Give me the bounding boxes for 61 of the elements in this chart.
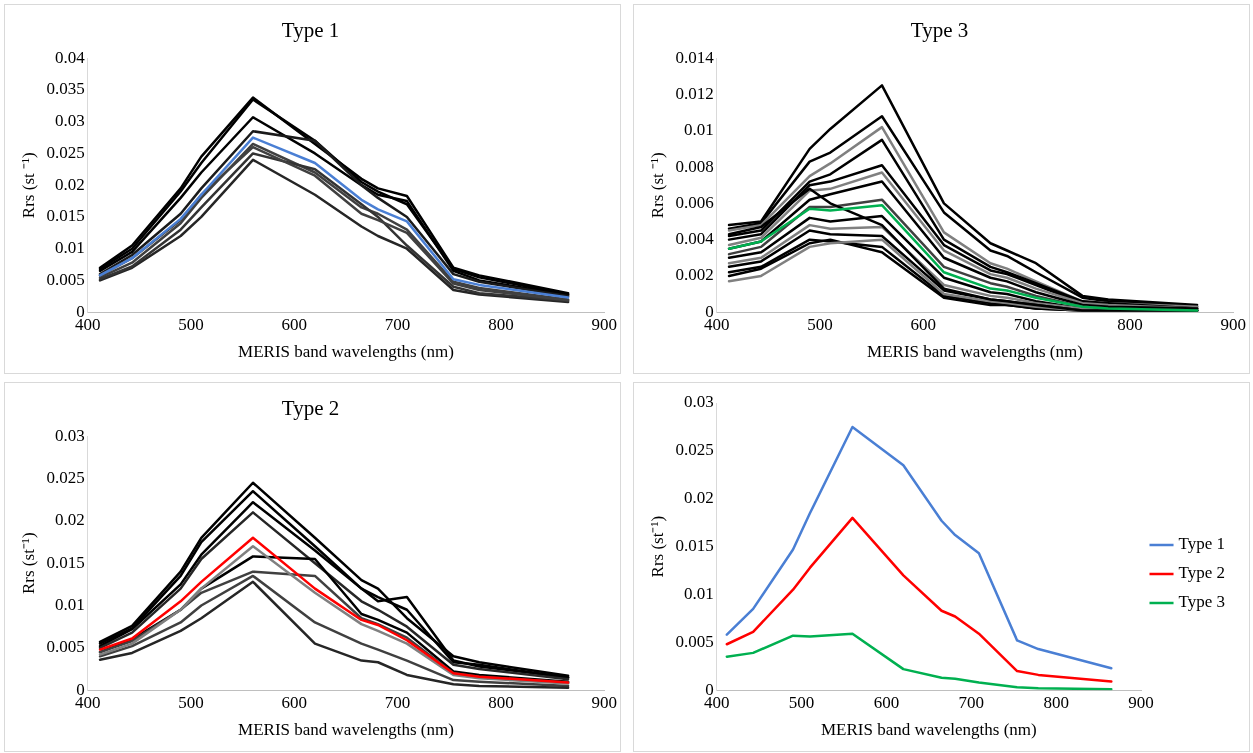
y-tick-label: 0.015 <box>46 206 85 226</box>
x-tick-label: 700 <box>1013 314 1040 334</box>
y-tick-label: 0.01 <box>683 120 714 140</box>
y-tick-label: 0.005 <box>46 637 85 657</box>
x-tick-label: 900 <box>591 314 617 334</box>
y-tick-label: 0.015 <box>675 536 714 556</box>
x-tick-label: 600 <box>873 692 900 712</box>
x-tick-label: 800 <box>488 692 514 712</box>
x-axis-title: MERIS band wavelengths (nm) <box>238 720 454 740</box>
y-tick-label: 0.002 <box>675 265 714 285</box>
y-tick-label: 0.008 <box>675 156 714 176</box>
y-tick-label: 0.02 <box>54 174 85 194</box>
x-tick-label: 700 <box>958 692 985 712</box>
y-tick-label: 0.02 <box>683 488 714 508</box>
chart-title: Type 1 <box>281 18 340 43</box>
y-axis-title: Rrs (st⁻¹) <box>647 515 667 578</box>
y-tick-label: 0.004 <box>675 229 715 249</box>
y-tick-label: 0.03 <box>54 425 85 445</box>
x-tick-label: 900 <box>591 692 617 712</box>
y-tick-label: 0.01 <box>54 595 85 614</box>
chart-title: Type 2 <box>281 396 340 421</box>
x-axis-title: MERIS band wavelengths (nm) <box>867 342 1083 362</box>
y-tick-label: 0.01 <box>54 238 85 258</box>
chart-title: Type 3 <box>910 18 969 43</box>
y-tick-label: 0.014 <box>675 47 715 67</box>
x-tick-label: 500 <box>788 692 815 712</box>
x-axis-title: MERIS band wavelengths (nm) <box>238 342 454 362</box>
y-tick-label: 0.02 <box>54 510 85 530</box>
y-tick-label: 0.04 <box>54 47 86 67</box>
x-tick-label: 600 <box>910 314 937 334</box>
y-tick-label: 0.03 <box>683 392 714 412</box>
y-tick-label: 0.025 <box>46 142 85 162</box>
x-tick-label: 700 <box>384 314 411 334</box>
x-tick-label: 500 <box>807 314 833 334</box>
x-tick-label: 900 <box>1220 314 1246 334</box>
y-tick-label: 0.025 <box>675 440 714 460</box>
x-tick-label: 900 <box>1128 692 1154 712</box>
x-tick-label: 500 <box>178 314 204 334</box>
x-tick-label: 600 <box>281 314 308 334</box>
y-tick-label: 0.006 <box>675 192 714 212</box>
legend-label: Type 1 <box>1178 534 1226 554</box>
y-tick-label: 0.035 <box>46 79 85 99</box>
legend-label: Type 2 <box>1178 563 1226 583</box>
x-tick-label: 800 <box>1117 314 1143 334</box>
y-tick-label: 0.01 <box>683 583 714 603</box>
y-tick-label: 0.03 <box>54 111 85 131</box>
x-tick-label: 800 <box>488 314 514 334</box>
y-tick-label: 0.025 <box>46 468 85 487</box>
y-axis-title: Rrs (st⁻¹) <box>18 532 38 595</box>
y-axis-title: Rrs (st ⁻¹) <box>647 152 667 219</box>
x-axis-title: MERIS band wavelengths (nm) <box>820 720 1037 740</box>
y-tick-label: 0.015 <box>46 552 85 572</box>
x-tick-label: 500 <box>178 692 204 712</box>
y-tick-label: 0.005 <box>46 269 85 289</box>
legend-label: Type 3 <box>1178 592 1226 612</box>
y-tick-label: 0.005 <box>675 631 714 651</box>
y-tick-label: 0.012 <box>675 83 714 103</box>
x-tick-label: 800 <box>1043 692 1069 712</box>
y-axis-title: Rrs (st ⁻¹) <box>18 152 38 219</box>
x-tick-label: 600 <box>281 692 308 712</box>
x-tick-label: 700 <box>384 692 411 712</box>
